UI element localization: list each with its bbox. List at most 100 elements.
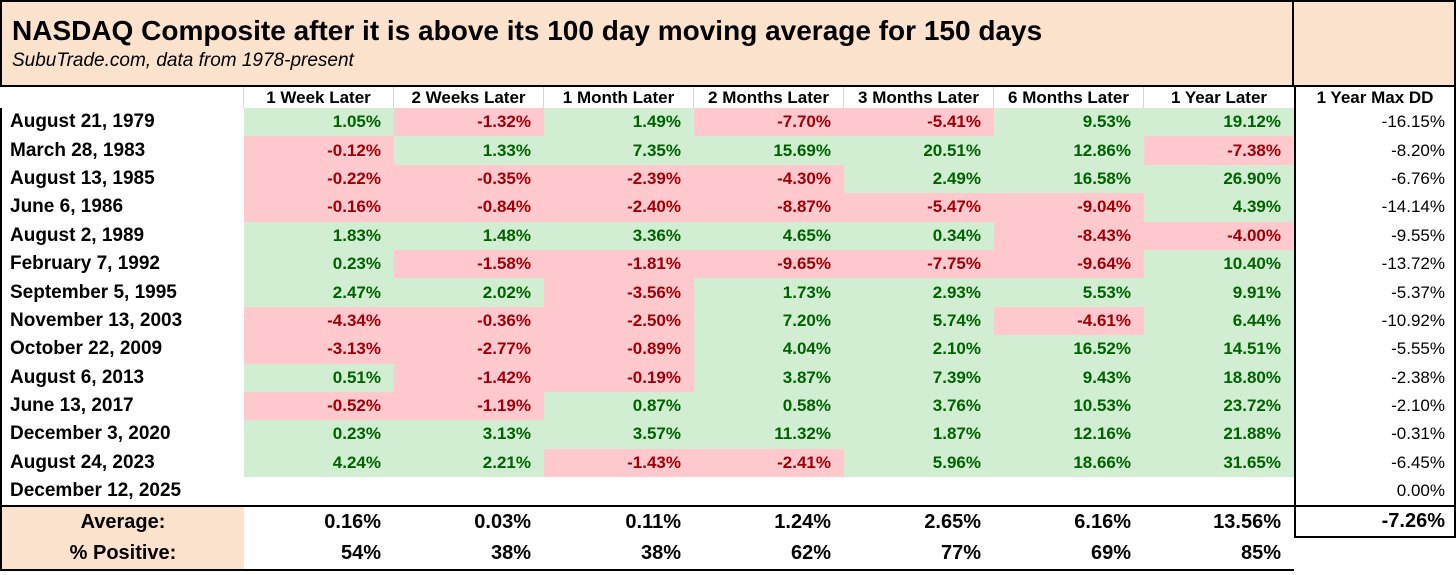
header-date-spacer xyxy=(0,87,244,108)
value-cell: 0.51% xyxy=(244,363,394,392)
value-cell: 6.44% xyxy=(1144,306,1294,336)
max-dd-cell: -2.38% xyxy=(1294,363,1456,392)
percent-positive-value: 54% xyxy=(244,538,394,572)
value-cell: -1.42% xyxy=(394,363,544,392)
value-cell: 2.10% xyxy=(844,335,994,364)
value-cell: 7.35% xyxy=(544,136,694,165)
value-cell: -0.52% xyxy=(244,391,394,421)
date-cell: August 24, 2023 xyxy=(0,448,244,478)
value-cell: 7.20% xyxy=(694,306,844,336)
percent-positive-value: 38% xyxy=(544,538,694,572)
value-cell: 2.47% xyxy=(244,278,394,307)
value-cell xyxy=(694,477,844,506)
value-cell: 9.43% xyxy=(994,363,1144,392)
date-cell: November 13, 2003 xyxy=(0,306,244,336)
value-cell: 0.87% xyxy=(544,391,694,421)
max-dd-cell: -13.72% xyxy=(1294,249,1456,279)
value-cell xyxy=(844,477,994,506)
bottom-right-spacer xyxy=(1294,538,1456,572)
max-dd-cell: -0.31% xyxy=(1294,420,1456,449)
percent-positive-value: 77% xyxy=(844,538,994,572)
page-title: NASDAQ Composite after it is above its 1… xyxy=(12,15,1043,46)
value-cell xyxy=(244,477,394,506)
max-dd-cell: -6.45% xyxy=(1294,448,1456,478)
value-cell: 19.12% xyxy=(1144,108,1294,137)
value-cell: 18.66% xyxy=(994,448,1144,478)
value-cell: -1.19% xyxy=(394,391,544,421)
value-cell: 0.34% xyxy=(844,221,994,250)
value-cell: -9.65% xyxy=(694,249,844,279)
max-dd-cell: -16.15% xyxy=(1294,108,1456,137)
max-dd-cell: -2.10% xyxy=(1294,391,1456,421)
value-cell: 4.04% xyxy=(694,335,844,364)
value-cell: 20.51% xyxy=(844,136,994,165)
max-dd-cell: -5.55% xyxy=(1294,335,1456,364)
value-cell: -1.32% xyxy=(394,108,544,137)
value-cell: -3.56% xyxy=(544,278,694,307)
value-cell: 5.96% xyxy=(844,448,994,478)
average-value: 1.24% xyxy=(694,505,844,539)
value-cell: 1.87% xyxy=(844,420,994,449)
value-cell: -9.04% xyxy=(994,193,1144,222)
value-cell xyxy=(1144,477,1294,506)
value-cell: 2.21% xyxy=(394,448,544,478)
header-cell-max-dd: 1 Year Max DD xyxy=(1294,87,1456,108)
value-cell: 3.36% xyxy=(544,221,694,250)
average-value: 2.65% xyxy=(844,505,994,539)
average-value: 6.16% xyxy=(994,505,1144,539)
value-cell xyxy=(544,477,694,506)
value-cell: -7.38% xyxy=(1144,136,1294,165)
value-cell: -7.75% xyxy=(844,249,994,279)
value-cell: 1.48% xyxy=(394,221,544,250)
corner-cell xyxy=(1294,0,1456,87)
value-cell: 3.13% xyxy=(394,420,544,449)
date-cell: September 5, 1995 xyxy=(0,278,244,307)
value-cell: -2.39% xyxy=(544,164,694,194)
value-cell: 2.49% xyxy=(844,164,994,194)
date-cell: October 22, 2009 xyxy=(0,335,244,364)
value-cell: -1.43% xyxy=(544,448,694,478)
date-cell: June 6, 1986 xyxy=(0,193,244,222)
value-cell: 1.49% xyxy=(544,108,694,137)
value-cell: -0.19% xyxy=(544,363,694,392)
value-cell: -4.00% xyxy=(1144,221,1294,250)
value-cell xyxy=(994,477,1144,506)
value-cell: 3.87% xyxy=(694,363,844,392)
date-cell: August 13, 1985 xyxy=(0,164,244,194)
value-cell: 3.76% xyxy=(844,391,994,421)
value-cell: -0.16% xyxy=(244,193,394,222)
value-cell: 4.39% xyxy=(1144,193,1294,222)
value-cell: -5.47% xyxy=(844,193,994,222)
value-cell: 11.32% xyxy=(694,420,844,449)
value-cell: -7.70% xyxy=(694,108,844,137)
date-cell: August 2, 1989 xyxy=(0,221,244,250)
value-cell: 18.80% xyxy=(1144,363,1294,392)
value-cell: 1.73% xyxy=(694,278,844,307)
value-cell: 4.65% xyxy=(694,221,844,250)
header-cell: 1 Week Later xyxy=(244,87,394,108)
max-dd-cell: 0.00% xyxy=(1294,477,1456,506)
value-cell: -1.81% xyxy=(544,249,694,279)
value-cell: 5.53% xyxy=(994,278,1144,307)
header-cell: 3 Months Later xyxy=(844,87,994,108)
date-cell: February 7, 1992 xyxy=(0,249,244,279)
value-cell: 1.05% xyxy=(244,108,394,137)
value-cell: 2.93% xyxy=(844,278,994,307)
header-cell: 1 Year Later xyxy=(1144,87,1294,108)
value-cell: -0.35% xyxy=(394,164,544,194)
value-cell: -9.64% xyxy=(994,249,1144,279)
value-cell: -4.61% xyxy=(994,306,1144,336)
value-cell: -8.87% xyxy=(694,193,844,222)
value-cell: -2.50% xyxy=(544,306,694,336)
date-cell: March 28, 1983 xyxy=(0,136,244,165)
value-cell: -2.77% xyxy=(394,335,544,364)
average-value: 0.03% xyxy=(394,505,544,539)
percent-positive-value: 62% xyxy=(694,538,844,572)
value-cell: -3.13% xyxy=(244,335,394,364)
value-cell: -0.84% xyxy=(394,193,544,222)
value-cell: 16.52% xyxy=(994,335,1144,364)
max-dd-cell: -9.55% xyxy=(1294,221,1456,250)
max-dd-cell: -5.37% xyxy=(1294,278,1456,307)
percent-positive-value: 38% xyxy=(394,538,544,572)
value-cell: 31.65% xyxy=(1144,448,1294,478)
